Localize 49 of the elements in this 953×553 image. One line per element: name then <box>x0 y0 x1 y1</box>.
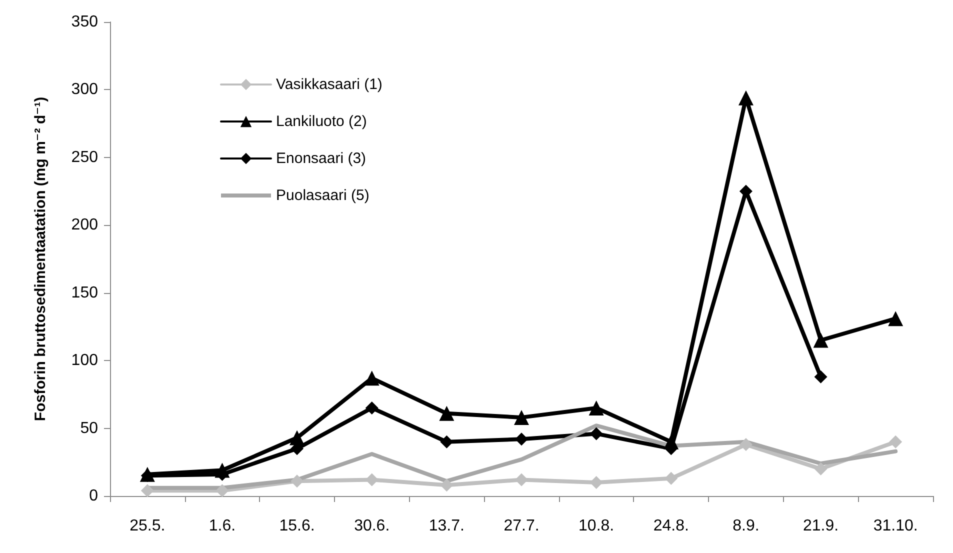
legend-label: Lankiluoto (2) <box>276 113 367 130</box>
x-tick-label: 13.7. <box>428 518 464 534</box>
point <box>216 484 229 498</box>
legend-label: Vasikkasaari (1) <box>276 76 382 93</box>
point <box>739 184 752 198</box>
point <box>440 435 454 448</box>
x-tick-label: 1.6. <box>208 518 236 534</box>
x-tick-label: 27.7. <box>504 518 540 534</box>
point <box>814 370 828 384</box>
point <box>514 410 529 425</box>
x-tick-label: 21.9. <box>802 518 839 534</box>
y-axis-title: Fosforin bruttosedimentaatation (mg m⁻² d⁻¹) <box>32 96 49 422</box>
x-tick-label: 25.5. <box>130 518 166 534</box>
point <box>588 400 604 416</box>
x-tick-label: 15.6. <box>279 518 315 534</box>
legend-label: Puolasaari (5) <box>276 187 370 204</box>
point <box>738 90 754 106</box>
x-tick-label: 10.8. <box>578 518 614 534</box>
y-tick-label: 0 <box>89 488 98 504</box>
y-tick-label: 350 <box>71 14 98 30</box>
point <box>590 476 603 489</box>
point <box>290 474 304 488</box>
legend-label: Enonsaari (3) <box>276 150 366 167</box>
point <box>140 484 154 498</box>
point <box>664 472 678 485</box>
x-tick-label: 24.8. <box>653 518 689 534</box>
point <box>590 427 603 440</box>
point <box>364 370 380 386</box>
point <box>739 438 752 452</box>
point <box>439 406 454 421</box>
point <box>889 435 902 448</box>
y-tick-label: 250 <box>71 148 98 166</box>
y-tick-label: 300 <box>71 81 98 98</box>
x-tick-label: 30.6. <box>354 518 390 534</box>
point <box>813 332 828 348</box>
y-tick-label: 100 <box>71 352 98 370</box>
point <box>888 311 904 326</box>
x-tick-label: 8.9. <box>732 518 760 534</box>
y-tick-label: 200 <box>71 216 98 234</box>
point <box>365 401 378 414</box>
point <box>440 478 454 492</box>
point <box>515 473 528 486</box>
point <box>515 432 528 446</box>
point <box>814 462 828 476</box>
point <box>365 473 378 486</box>
y-tick-label: 150 <box>71 284 98 302</box>
y-tick-label: 50 <box>80 420 98 437</box>
x-tick-label: 31.10. <box>873 518 918 534</box>
point <box>290 430 305 446</box>
